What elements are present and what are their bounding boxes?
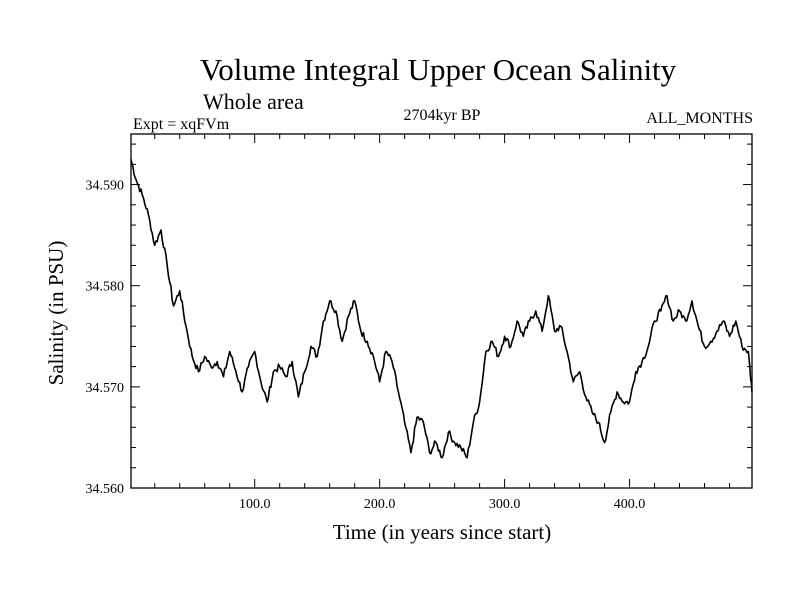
chart-subtitle: Whole area: [203, 89, 304, 114]
plot-frame: [130, 133, 753, 489]
y-tick-label: 34.590: [86, 179, 125, 194]
salinity-series-line: [130, 159, 753, 459]
series-layer: [130, 159, 753, 459]
y-tick-label: 34.580: [86, 280, 125, 295]
y-tick-label: 34.560: [86, 482, 125, 497]
experiment-label: Expt = xqFVm: [133, 116, 230, 133]
x-axis-label: Time (in years since start): [333, 520, 552, 544]
y-tick-label: 34.570: [86, 381, 125, 396]
axes: 100.0 200.0 300.0 400.0 34.560 34.570 34.580 34…: [86, 133, 753, 512]
period-label: 2704kyr BP: [403, 107, 481, 124]
x-tick-label: 300.0: [489, 497, 521, 512]
x-tick-label: 400.0: [614, 497, 646, 512]
months-label: ALL_MONTHS: [646, 110, 753, 127]
chart-title: Volume Integral Upper Ocean Salinity: [199, 52, 677, 87]
x-tick-label: 100.0: [239, 497, 271, 512]
y-axis-label: Salinity (in PSU): [44, 241, 68, 386]
x-tick-label: 200.0: [364, 497, 396, 512]
